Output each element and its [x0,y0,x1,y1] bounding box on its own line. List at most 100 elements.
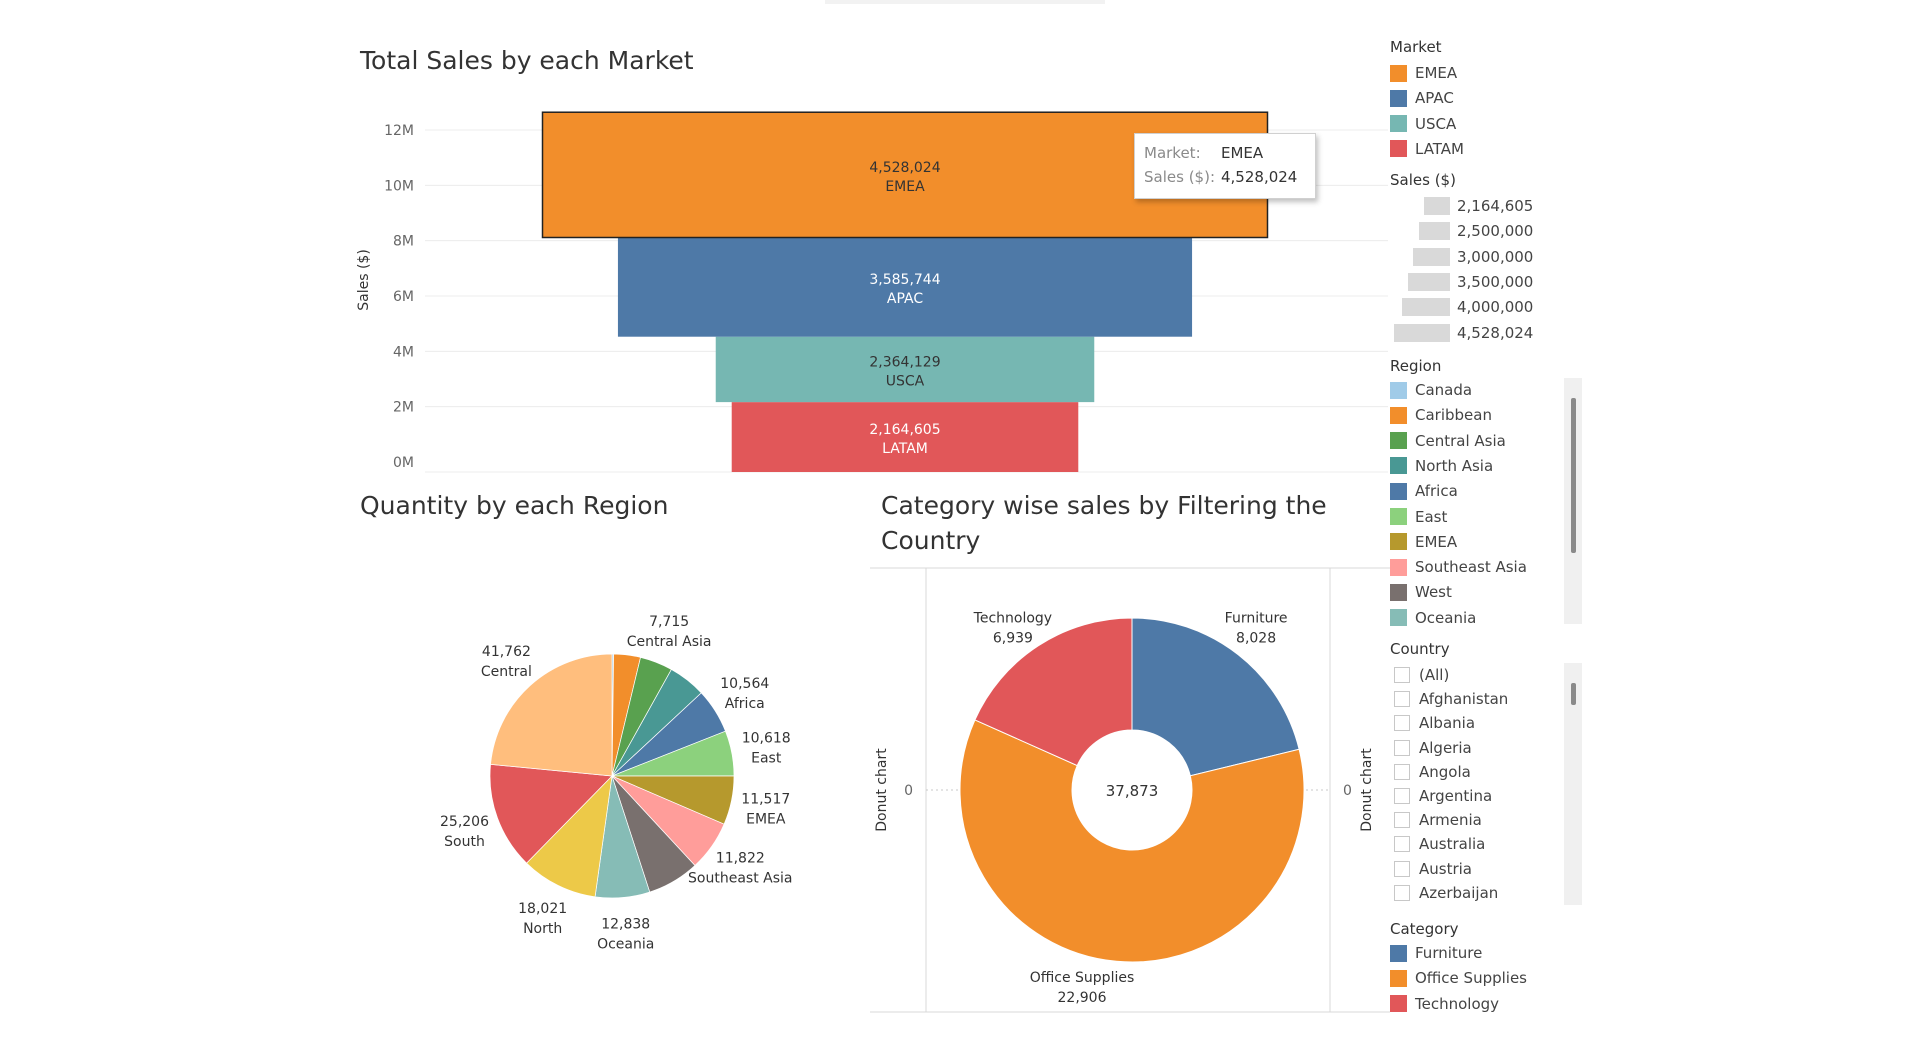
pie-slices[interactable] [489,653,735,899]
pie-slice-central[interactable] [490,653,613,777]
region-legend-item-caribbean[interactable]: Caribbean [1390,404,1492,426]
legend-label: Oceania [1415,608,1477,627]
funnel-bar-latam[interactable] [731,402,1079,472]
color-swatch [1390,115,1407,133]
tooltip-market-key: Market: [1144,144,1201,162]
legend-label: APAC [1415,89,1454,108]
country-label: Angola [1419,762,1471,781]
market-legend-item-usca[interactable]: USCA [1390,113,1456,135]
color-swatch [1390,64,1407,82]
country-filter-item[interactable]: Algeria [1390,737,1472,759]
country-label: Armenia [1419,811,1482,830]
color-swatch [1390,583,1407,601]
country-label: (All) [1419,666,1450,684]
legend-label: Office Supplies [1415,969,1528,988]
market-legend-title: Market [1390,38,1442,56]
size-legend-label: 4,528,024 [1457,323,1534,342]
sales-size-legend-item: 4,528,024 [1390,322,1595,344]
checkbox[interactable] [1394,836,1410,853]
legend-label: Furniture [1415,944,1483,962]
funnel-chart-title: Total Sales by each Market [360,46,694,75]
legend-label: EMEA [1415,64,1458,82]
pie-slice-south[interactable] [489,763,613,864]
pie-category-label: East [751,751,782,767]
market-legend-item-latam[interactable]: LATAM [1390,138,1464,160]
country-filter-scrollbar[interactable] [1564,663,1582,905]
region-legend-item-west[interactable]: West [1390,581,1452,603]
color-swatch [1390,995,1407,1013]
donut-labels: Furniture 8,028 Office Supplies 22,906 Techn… [973,611,1288,1006]
color-swatch [1390,457,1407,475]
country-filter-title: Country [1390,640,1450,658]
category-legend-item-technology[interactable]: Technology [1390,993,1499,1015]
checkbox[interactable] [1394,691,1410,708]
region-scroll-thumb[interactable] [1571,398,1576,553]
region-legend-item-central-asia[interactable]: Central Asia [1390,430,1506,452]
market-legend-item-emea[interactable]: EMEA [1390,62,1457,84]
country-filter-item[interactable]: Armenia [1390,809,1482,831]
size-swatch [1402,298,1450,317]
pie-labels: 7,715 Central Asia 10,564 Africa 10,618 East 1… [440,614,793,953]
pie-value-label: 18,021 [518,901,567,917]
size-legend-label: 2,164,605 [1457,197,1534,215]
funnel-tick-label: 6M [393,289,414,305]
market-legend-item-apac[interactable]: APAC [1390,87,1454,109]
donut-slice-office-supplies[interactable] [959,719,1305,963]
region-legend-item-north-asia[interactable]: North Asia [1390,455,1493,477]
region-legend-item-canada[interactable]: Canada [1390,379,1472,401]
region-legend-item-east[interactable]: East [1390,506,1447,528]
funnel-bar-usca[interactable] [715,336,1095,403]
funnel-tick-label: 2M [393,400,414,416]
checkbox[interactable] [1394,812,1410,829]
color-swatch [1390,558,1407,576]
legend-label: Canada [1415,381,1473,399]
country-filter-item[interactable]: Argentina [1390,785,1492,807]
size-swatch [1394,323,1450,342]
region-legend-item-emea[interactable]: EMEA [1390,531,1457,553]
sales-legend-title: Sales ($) [1390,171,1456,189]
country-filter-item[interactable]: Afghanistan [1390,688,1508,710]
category-legend-item-office-supplies[interactable]: Office Supplies [1390,967,1527,989]
pie-chart-title: Quantity by each Region [360,491,669,520]
pie-category-label: Africa [725,696,765,712]
region-legend-item-africa[interactable]: Africa [1390,480,1458,502]
donut-left-axis-label: Donut chart [874,748,890,832]
country-scroll-thumb[interactable] [1571,683,1576,705]
funnel-bar-apac[interactable] [617,237,1193,337]
checkbox[interactable] [1394,860,1410,877]
funnel-bars[interactable]: 2,164,605 LATAM 2,364,129 USCA 3,585,744 APAC… [541,111,1269,472]
region-legend-scrollbar[interactable] [1564,378,1582,624]
pie-value-label: 10,564 [720,676,769,692]
legend-label: USCA [1415,114,1457,133]
country-label: Afghanistan [1419,690,1509,709]
sales-size-legend-item: 4,000,000 [1390,296,1595,318]
country-filter-item[interactable]: (All) [1390,664,1449,686]
checkbox[interactable] [1394,788,1410,804]
donut-right-tick: 0 [1343,783,1352,799]
pie-value-label: 11,517 [741,792,790,808]
donut-right-axis-label: Donut chart [1359,748,1375,832]
funnel-tick-label: 12M [384,123,414,139]
category-legend-item-furniture[interactable]: Furniture [1390,942,1482,964]
donut-chart-title: Category wise sales by Filtering the Cou… [881,491,1327,555]
checkbox[interactable] [1394,715,1410,732]
pie-category-label: Oceania [597,936,654,952]
color-swatch [1390,533,1407,551]
country-filter-item[interactable]: Albania [1390,712,1475,734]
checkbox[interactable] [1394,884,1410,901]
country-label: Austria [1419,859,1472,878]
pie-slice-north[interactable] [526,774,613,898]
checkbox[interactable] [1394,763,1410,780]
funnel-value-label: 4,528,024 [869,160,940,176]
checkbox[interactable] [1394,739,1410,756]
country-filter-item[interactable]: Angola [1390,761,1471,783]
size-swatch [1408,272,1450,291]
checkbox[interactable] [1394,667,1410,683]
country-filter-item[interactable]: Australia [1390,833,1485,855]
country-filter-item[interactable]: Austria [1390,858,1472,880]
region-legend-item-southeast-asia[interactable]: Southeast Asia [1390,556,1527,578]
country-filter-item[interactable]: Azerbaijan [1390,882,1498,904]
donut-slices[interactable] [959,617,1305,963]
region-legend-item-oceania[interactable]: Oceania [1390,607,1476,629]
size-legend-label: 3,500,000 [1457,272,1534,291]
